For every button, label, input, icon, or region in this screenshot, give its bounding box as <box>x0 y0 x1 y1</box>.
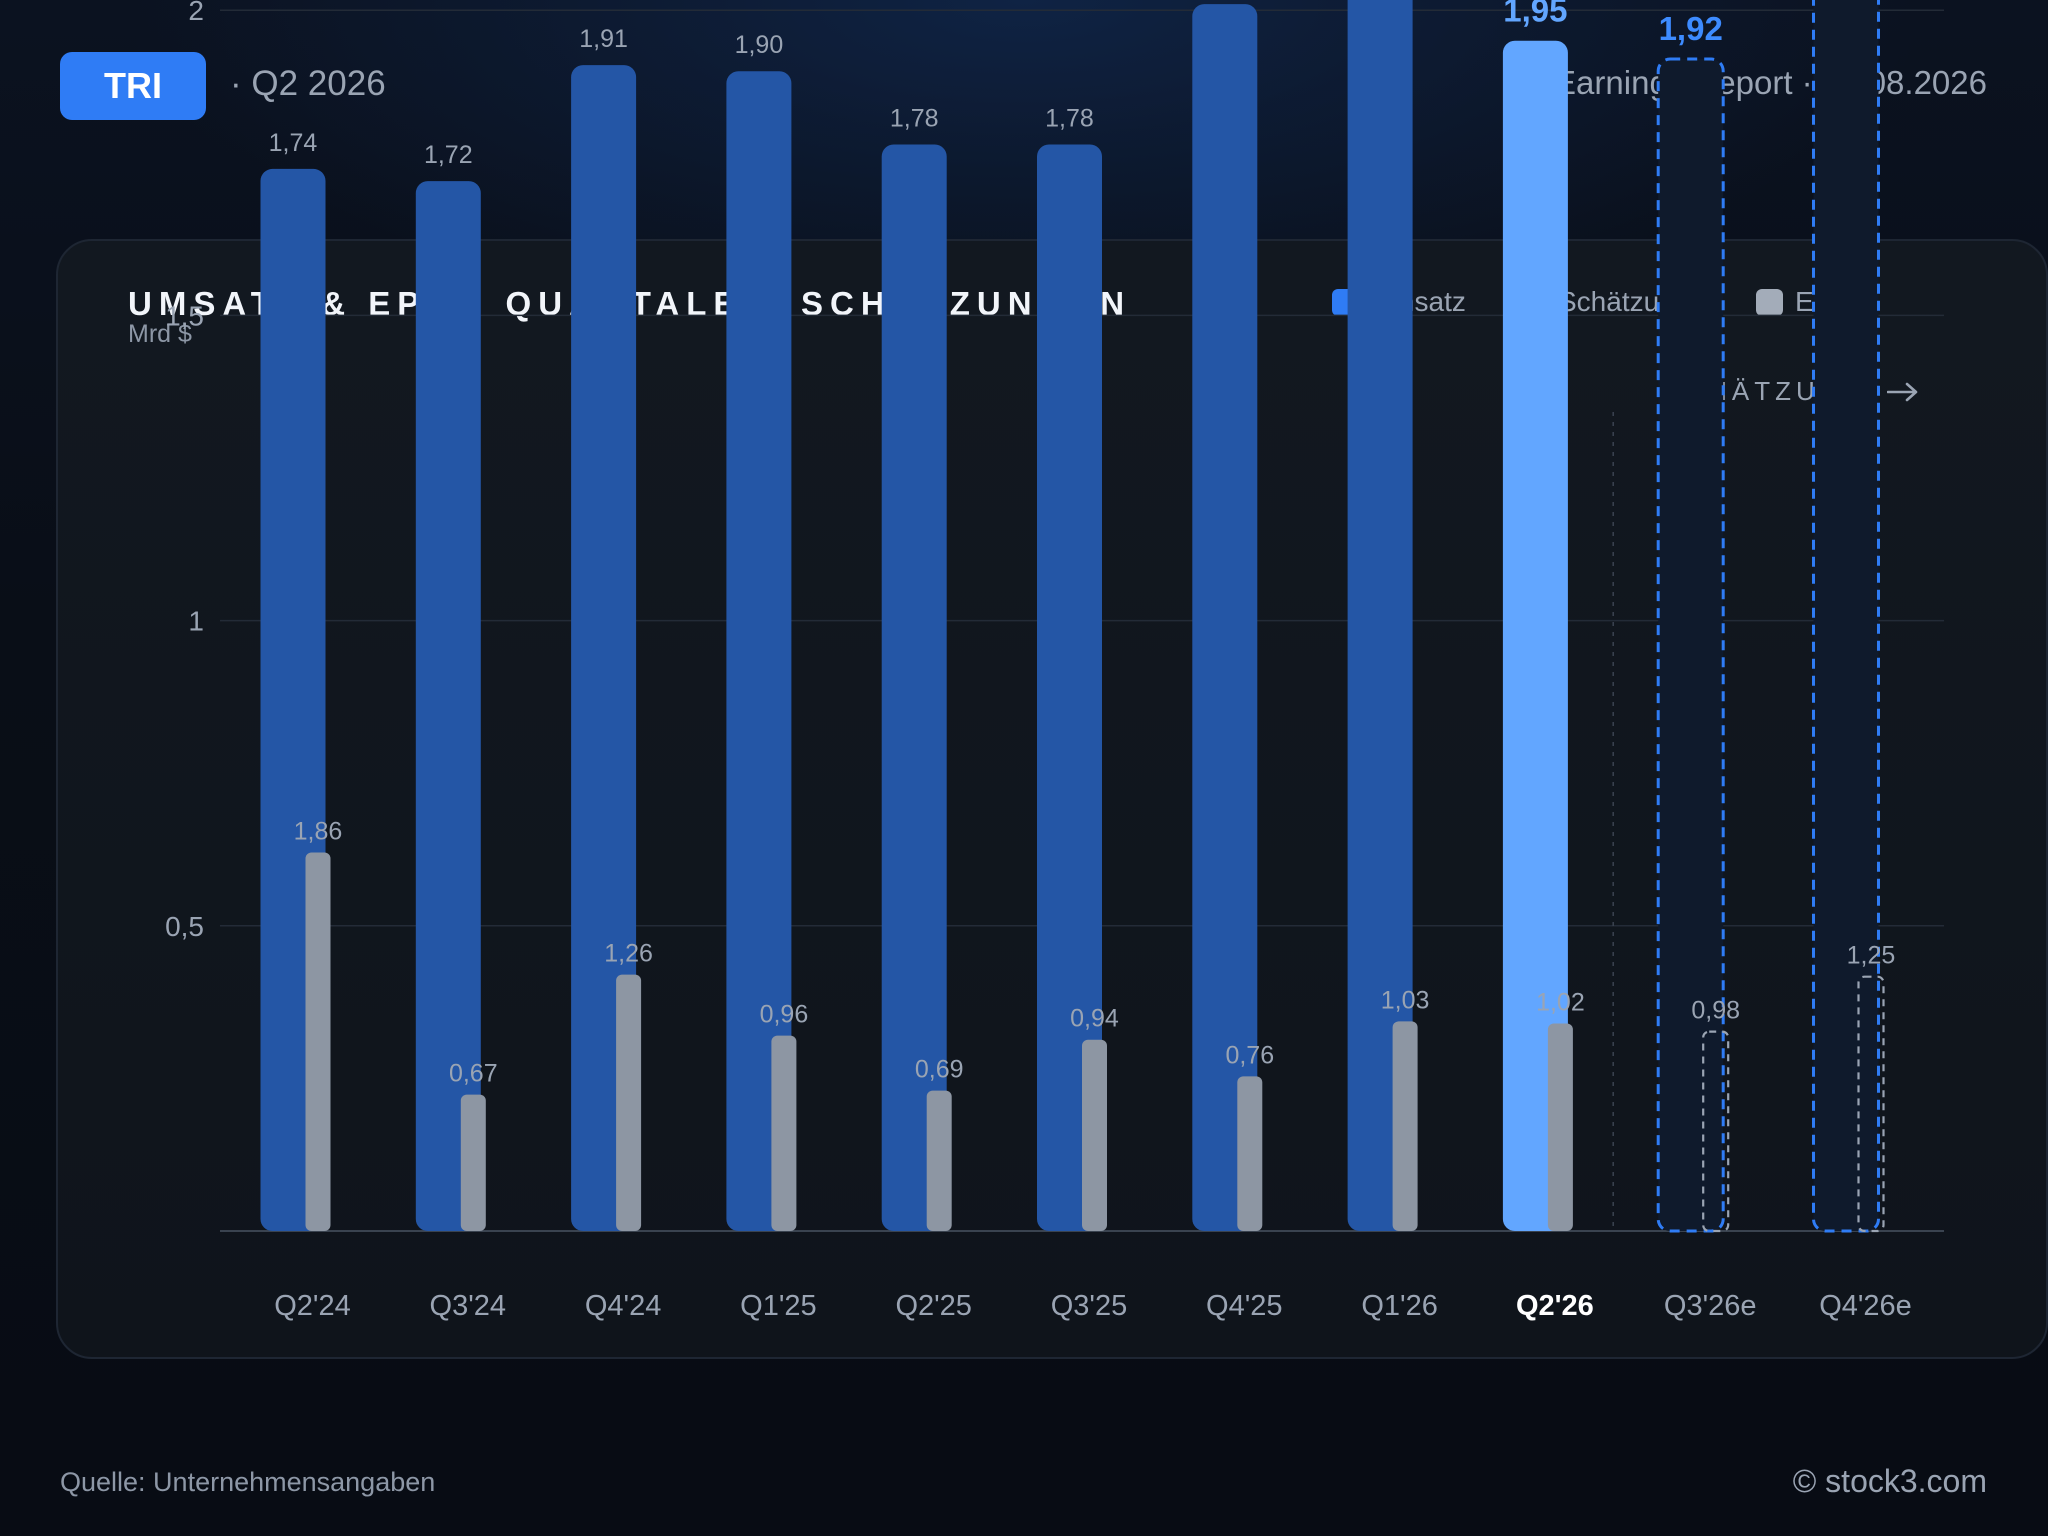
x-tick-label: Q2'24 <box>274 1290 350 1322</box>
eps-bar <box>1392 1021 1418 1231</box>
x-tick-label: Q3'25 <box>1051 1290 1127 1322</box>
revenue-bar-estimate <box>1812 0 1880 1233</box>
revenue-bar <box>415 181 481 1231</box>
eps-value-label: 0,76 <box>1225 1041 1274 1069</box>
revenue-bar <box>881 144 947 1231</box>
revenue-value-label: 1,72 <box>424 141 473 169</box>
ticker-badge: TRI <box>60 52 206 120</box>
eps-bar <box>771 1035 797 1231</box>
eps-bar <box>305 852 331 1231</box>
eps-value-label: 0,96 <box>760 1001 809 1029</box>
eps-bar <box>1237 1076 1263 1231</box>
eps-bar <box>926 1090 952 1231</box>
y-tick-label: 1 <box>188 606 204 637</box>
x-tick-label: Q3'24 <box>430 1290 506 1322</box>
x-tick-label: Q1'26 <box>1361 1290 1437 1322</box>
eps-value-label: 1,25 <box>1847 942 1896 970</box>
eps-value-label: 1,86 <box>294 818 343 846</box>
revenue-value-label: 1,95 <box>1503 0 1567 29</box>
eps-value-label: 1,26 <box>604 940 653 968</box>
x-tick-label: Q4'25 <box>1206 1290 1282 1322</box>
x-tick-label: Q4'26e <box>1819 1290 1912 1322</box>
revenue-value-label: 1,78 <box>890 104 939 132</box>
revenue-value-label: 1,78 <box>1045 104 1094 132</box>
chart-unit: Mrd $ <box>128 320 192 348</box>
report-date: Earnings Report · 05.08.2026 <box>1554 64 1987 101</box>
revenue-bar-estimate <box>1656 57 1725 1233</box>
revenue-value-label: 1,92 <box>1659 10 1723 47</box>
eps-value-label: 0,69 <box>915 1056 964 1084</box>
report-period: · Q2 2026 <box>230 64 386 103</box>
arrow-right-icon <box>1886 382 1919 402</box>
eps-bar <box>460 1094 486 1231</box>
eps-value-label: 1,02 <box>1536 988 1585 1016</box>
revenue-value-label: 1,90 <box>735 31 784 59</box>
eps-value-label: 1,03 <box>1381 986 1430 1014</box>
legend-swatch-eps <box>1756 288 1783 316</box>
x-tick-label: Q3'26e <box>1664 1290 1757 1322</box>
eps-bar-estimate <box>1702 1030 1730 1233</box>
y-tick-label: 0,5 <box>165 911 204 942</box>
revenue-bar <box>1037 144 1102 1231</box>
x-tick-label: Q2'25 <box>895 1290 971 1322</box>
source-note: Quelle: Unternehmensangaben <box>60 1467 436 1497</box>
x-tick-label: Q4'24 <box>585 1290 661 1322</box>
revenue-bar <box>1192 4 1258 1232</box>
revenue-bar <box>1502 40 1568 1232</box>
revenue-value-label: 1,74 <box>269 129 318 157</box>
x-tick-label-current: Q2'26 <box>1516 1290 1594 1322</box>
y-tick-label: 2 <box>188 0 204 26</box>
eps-value-label: 0,98 <box>1691 997 1740 1025</box>
eps-value-label: 0,94 <box>1070 1005 1119 1033</box>
revenue-bar <box>571 65 637 1232</box>
x-tick-label: Q1'25 <box>740 1290 816 1322</box>
revenue-value-label: 1,91 <box>579 25 628 53</box>
copyright: © stock3.com <box>1792 1463 1987 1499</box>
revenue-bar <box>726 71 792 1232</box>
eps-bar-estimate <box>1857 975 1885 1233</box>
eps-value-label: 0,67 <box>449 1060 498 1088</box>
eps-bar <box>1547 1023 1573 1231</box>
eps-bar <box>616 974 642 1231</box>
revenue-bar <box>1347 0 1413 1231</box>
eps-bar <box>1082 1039 1107 1231</box>
y-tick-label: 1,5 <box>165 300 204 331</box>
